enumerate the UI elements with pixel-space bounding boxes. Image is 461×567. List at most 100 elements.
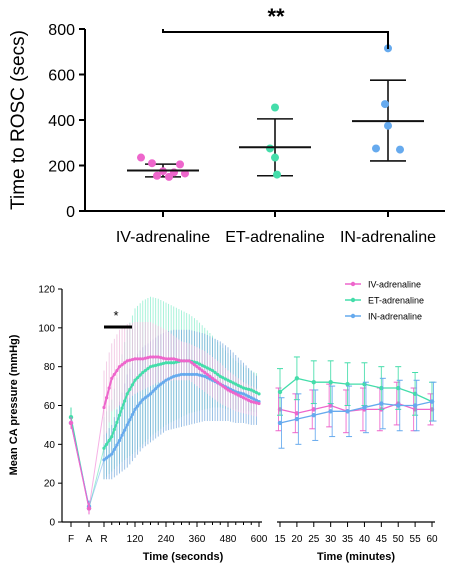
data-point xyxy=(273,170,281,179)
legend-marker xyxy=(350,297,356,303)
data-point xyxy=(128,358,132,362)
data-point xyxy=(148,355,153,359)
data-point xyxy=(130,412,135,417)
data-point xyxy=(234,382,238,386)
data-point xyxy=(223,386,228,390)
data-point xyxy=(161,380,166,384)
data-point xyxy=(135,376,140,380)
data-point xyxy=(205,372,209,377)
data-point xyxy=(247,387,251,391)
data-point xyxy=(143,396,147,400)
data-point xyxy=(123,361,127,365)
data-point xyxy=(197,367,202,371)
y-tick-label: 800 xyxy=(48,22,75,39)
data-point xyxy=(143,368,147,373)
data-point xyxy=(226,388,230,392)
data-point xyxy=(154,363,158,367)
data-point xyxy=(169,357,173,361)
data-point xyxy=(110,434,114,439)
data-point xyxy=(115,420,119,424)
data-point xyxy=(176,160,184,169)
data-point xyxy=(223,377,228,381)
data-point xyxy=(143,356,147,360)
data-point xyxy=(247,398,251,402)
x-tick-label: 25 xyxy=(308,534,320,545)
data-point xyxy=(161,356,166,360)
data-point xyxy=(203,365,207,369)
data-point xyxy=(154,355,158,359)
data-point xyxy=(236,393,240,397)
data-point xyxy=(345,409,350,414)
data-point xyxy=(137,153,145,162)
data-point xyxy=(133,407,137,411)
legend-label: ET-adrenaline xyxy=(368,296,424,306)
data-point xyxy=(210,376,215,380)
ca-pressure-chart: 0 20 40 60 80 100 120 Mean CA pressure (mmHg) F A… xyxy=(8,280,438,564)
data-point xyxy=(138,357,142,361)
data-point xyxy=(271,103,279,112)
y-tick-label: 400 xyxy=(48,113,75,130)
data-point xyxy=(429,399,435,404)
data-point xyxy=(216,372,220,377)
data-point xyxy=(249,388,253,392)
y-tick-label: 40 xyxy=(44,440,56,451)
series-line xyxy=(88,407,105,509)
data-point xyxy=(221,384,225,388)
data-point xyxy=(257,392,261,396)
y-tick-label: 20 xyxy=(44,479,56,490)
data-point xyxy=(185,372,189,377)
data-point xyxy=(218,382,222,386)
series-line xyxy=(279,377,433,403)
data-point xyxy=(128,387,132,391)
y-tick-label: 0 xyxy=(49,518,55,529)
data-point xyxy=(165,172,173,181)
data-point xyxy=(172,357,176,361)
data-point xyxy=(195,361,199,365)
data-point xyxy=(123,428,127,432)
data-point xyxy=(294,416,300,422)
data-point xyxy=(177,358,181,362)
y-tick-label: 0 xyxy=(66,204,75,221)
data-point xyxy=(133,378,137,382)
data-point xyxy=(216,380,220,384)
y-tick-label: 60 xyxy=(44,401,56,412)
data-point xyxy=(123,399,127,403)
data-point xyxy=(177,373,181,377)
data-point xyxy=(107,386,111,390)
data-point xyxy=(226,378,230,382)
y-axis-label: Mean CA pressure (mmHg) xyxy=(8,334,20,475)
data-point xyxy=(141,357,145,361)
data-point xyxy=(117,365,122,369)
data-point xyxy=(104,456,109,460)
data-point xyxy=(156,355,160,359)
data-point xyxy=(345,381,350,387)
data-point xyxy=(179,359,184,363)
data-point xyxy=(172,374,176,378)
data-point xyxy=(135,404,140,408)
data-point xyxy=(185,359,189,363)
x-tick-label: F xyxy=(68,534,74,545)
series-line xyxy=(279,402,432,414)
data-point xyxy=(195,372,199,377)
x-tick-label: 45 xyxy=(376,534,388,545)
data-point xyxy=(112,447,116,452)
data-point xyxy=(135,357,140,361)
data-point xyxy=(161,361,166,366)
x-axis-label-seconds: Time (seconds) xyxy=(143,551,224,563)
data-point xyxy=(221,376,225,380)
data-point xyxy=(156,363,160,367)
data-point xyxy=(277,420,283,426)
data-point xyxy=(213,378,217,382)
legend-label: IV-adrenaline xyxy=(368,280,421,290)
data-point xyxy=(203,370,207,375)
data-point xyxy=(169,361,173,365)
data-point xyxy=(141,370,145,375)
data-point xyxy=(159,382,163,386)
x-tick-label: 360 xyxy=(189,534,206,545)
data-point xyxy=(141,398,145,402)
data-point xyxy=(244,397,248,401)
data-point xyxy=(190,372,194,377)
data-point xyxy=(128,418,132,422)
data-point xyxy=(146,394,150,398)
